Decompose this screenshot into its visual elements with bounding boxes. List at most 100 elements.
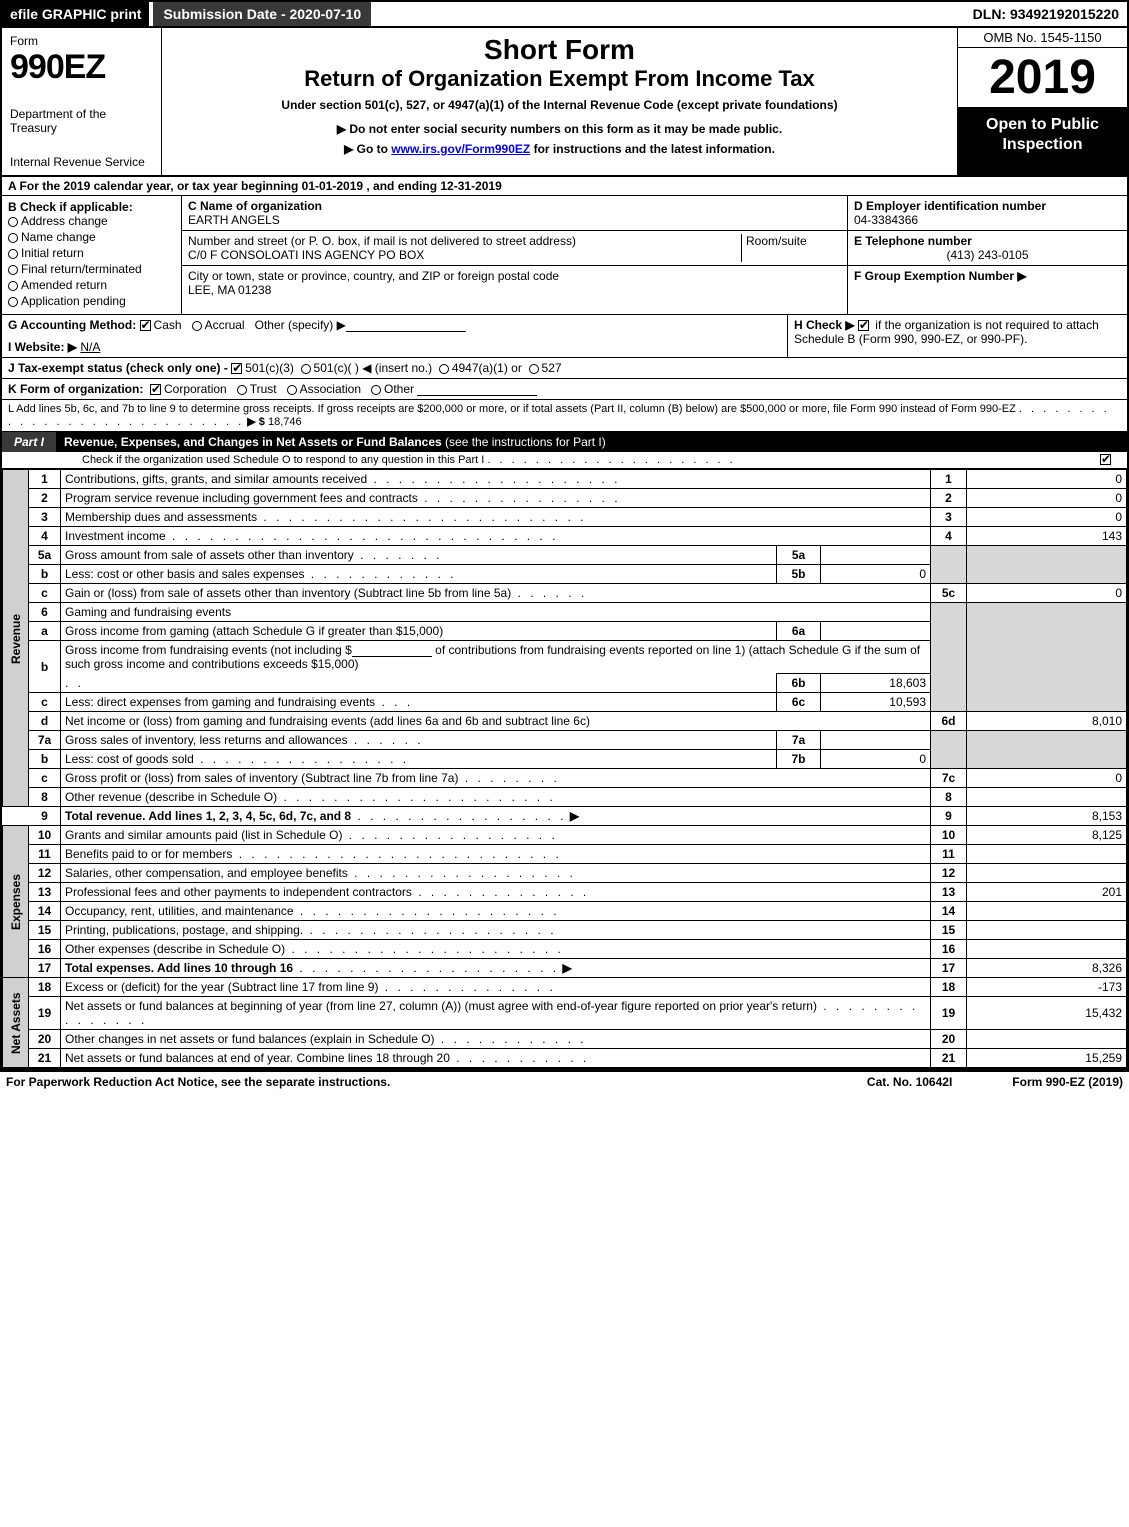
tax-year: 2019 (958, 48, 1127, 107)
line15-lbl: 15 (931, 921, 967, 940)
footer-mid: Cat. No. 10642I (867, 1075, 952, 1089)
line6c-desc: Less: direct expenses from gaming and fu… (65, 695, 375, 709)
line6-num: 6 (29, 603, 61, 622)
form-word: Form (10, 34, 153, 48)
amended-return-label: Amended return (21, 278, 107, 292)
j-line: J Tax-exempt status (check only one) - 5… (2, 358, 1127, 379)
line11-desc: Benefits paid to or for members (65, 847, 232, 861)
g-accrual-radio[interactable] (192, 321, 202, 331)
line5a-subval (821, 546, 931, 565)
line9-val: 8,153 (967, 807, 1127, 826)
line11-lbl: 11 (931, 845, 967, 864)
part-i-label: Part I (2, 432, 56, 452)
k-corp-check[interactable] (150, 384, 161, 395)
line2-num: 2 (29, 489, 61, 508)
line18-lbl: 18 (931, 978, 967, 997)
revenue-side-label: Revenue (3, 470, 29, 807)
line18-val: -173 (967, 978, 1127, 997)
j-527-radio[interactable] (529, 364, 539, 374)
efile-print-label[interactable]: efile GRAPHIC print (2, 2, 149, 26)
j-501c3-label: 501(c)(3) (245, 361, 294, 375)
line7b-desc: Less: cost of goods sold (65, 752, 194, 766)
line5c-lbl: 5c (931, 584, 967, 603)
name-change-radio[interactable] (8, 233, 18, 243)
line8-val (967, 788, 1127, 807)
irs-link[interactable]: www.irs.gov/Form990EZ (391, 142, 530, 156)
line14-lbl: 14 (931, 902, 967, 921)
j-501c-radio[interactable] (301, 364, 311, 374)
k-other-radio[interactable] (371, 385, 381, 395)
irs-label: Internal Revenue Service (10, 155, 153, 169)
j-501c3-check[interactable] (231, 363, 242, 374)
c-name-label: C Name of organization (188, 199, 322, 213)
line16-lbl: 16 (931, 940, 967, 959)
amended-return-radio[interactable] (8, 281, 18, 291)
line7c-desc: Gross profit or (loss) from sales of inv… (65, 771, 458, 785)
street-value: C/0 F CONSOLOATI INS AGENCY PO BOX (188, 248, 424, 262)
line21-num: 21 (29, 1049, 61, 1068)
line6b-blank[interactable] (352, 645, 432, 657)
final-return-radio[interactable] (8, 265, 18, 275)
line6c-subval: 10,593 (821, 693, 931, 712)
section-b: B Check if applicable: Address change Na… (2, 196, 182, 314)
line1-lbl: 1 (931, 470, 967, 489)
g-cash-label: Cash (154, 318, 182, 332)
line13-desc: Professional fees and other payments to … (65, 885, 412, 899)
g-other-input[interactable] (346, 320, 466, 332)
line19-val: 15,432 (967, 997, 1127, 1030)
k-other-input[interactable] (417, 384, 537, 396)
line6a-sub: 6a (777, 622, 821, 641)
initial-return-radio[interactable] (8, 249, 18, 259)
i-label: I Website: ▶ (8, 340, 77, 354)
h-check[interactable] (858, 320, 869, 331)
line3-val: 0 (967, 508, 1127, 527)
line4-desc: Investment income (65, 529, 166, 543)
line16-num: 16 (29, 940, 61, 959)
l-line: L Add lines 5b, 6c, and 7b to line 9 to … (2, 400, 1127, 432)
line6d-val: 8,010 (967, 712, 1127, 731)
addr-change-radio[interactable] (8, 217, 18, 227)
line5b-sub: 5b (777, 565, 821, 584)
line5a-desc: Gross amount from sale of assets other t… (65, 548, 354, 562)
j-4947-radio[interactable] (439, 364, 449, 374)
line1-desc: Contributions, gifts, grants, and simila… (65, 472, 367, 486)
line5c-num: c (29, 584, 61, 603)
street-label: Number and street (or P. O. box, if mail… (188, 234, 576, 248)
line15-desc: Printing, publications, postage, and shi… (65, 923, 303, 937)
line7b-num: b (29, 750, 61, 769)
line1-val: 0 (967, 470, 1127, 489)
line6c-num: c (29, 693, 61, 712)
k-trust-radio[interactable] (237, 385, 247, 395)
submission-date: Submission Date - 2020-07-10 (153, 2, 371, 26)
h-label: H Check ▶ (794, 318, 855, 332)
line10-val: 8,125 (967, 826, 1127, 845)
k-assoc-radio[interactable] (287, 385, 297, 395)
line19-num: 19 (29, 997, 61, 1030)
g-accrual-label: Accrual (205, 318, 245, 332)
part-i-check[interactable] (1100, 454, 1111, 465)
k-trust-label: Trust (250, 382, 277, 396)
b-label: B Check if applicable: (8, 200, 175, 214)
line20-num: 20 (29, 1030, 61, 1049)
line2-desc: Program service revenue including govern… (65, 491, 418, 505)
e-phone-value: (413) 243-0105 (854, 248, 1121, 262)
line3-num: 3 (29, 508, 61, 527)
g-cash-check[interactable] (140, 320, 151, 331)
line13-lbl: 13 (931, 883, 967, 902)
line4-num: 4 (29, 527, 61, 546)
line5c-desc: Gain or (loss) from sale of assets other… (65, 586, 511, 600)
l-arrow: ▶ $ (247, 416, 265, 428)
line11-num: 11 (29, 845, 61, 864)
line10-lbl: 10 (931, 826, 967, 845)
top-bar: efile GRAPHIC print Submission Date - 20… (2, 2, 1127, 28)
under-section: Under section 501(c), 527, or 4947(a)(1)… (172, 98, 947, 112)
line17-val: 8,326 (967, 959, 1127, 978)
i-website-value: N/A (80, 340, 100, 354)
line3-lbl: 3 (931, 508, 967, 527)
omb-number: OMB No. 1545-1150 (958, 28, 1127, 48)
line3-desc: Membership dues and assessments (65, 510, 257, 524)
line7c-num: c (29, 769, 61, 788)
application-pending-radio[interactable] (8, 297, 18, 307)
line12-num: 12 (29, 864, 61, 883)
line7b-subval: 0 (821, 750, 931, 769)
